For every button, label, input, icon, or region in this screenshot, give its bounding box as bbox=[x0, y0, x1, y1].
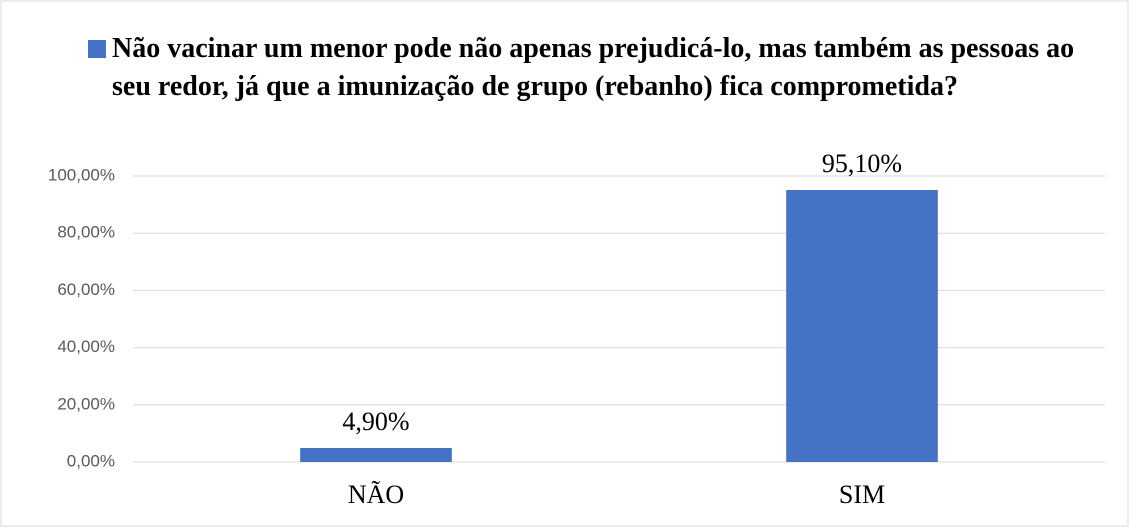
data-label: 95,10% bbox=[822, 149, 902, 178]
y-tick-label: 0,00% bbox=[67, 451, 115, 470]
y-tick-label: 40,00% bbox=[57, 337, 115, 356]
y-tick-label: 100,00% bbox=[48, 165, 115, 184]
legend-swatch bbox=[88, 40, 106, 58]
legend-label: Não vacinar um menor pode não apenas pre… bbox=[112, 33, 1075, 102]
y-tick-label: 60,00% bbox=[57, 280, 115, 299]
data-label: 4,90% bbox=[342, 407, 409, 436]
y-tick-label: 20,00% bbox=[57, 394, 115, 413]
x-tick-label: SIM bbox=[839, 480, 885, 509]
bar bbox=[300, 447, 452, 462]
bar bbox=[786, 190, 938, 462]
y-tick-label: 80,00% bbox=[57, 223, 115, 242]
x-tick-label: NÃO bbox=[348, 480, 404, 509]
legend: Não vacinar um menor pode não apenas pre… bbox=[88, 30, 1098, 106]
